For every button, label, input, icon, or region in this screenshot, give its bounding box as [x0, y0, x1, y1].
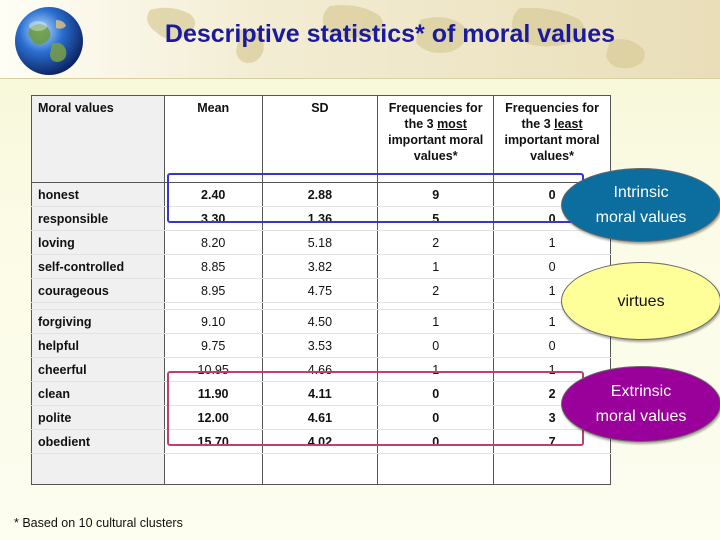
page-title: Descriptive statistics* of moral values — [164, 20, 616, 48]
cell-mean: 3.30 — [163, 206, 263, 231]
cell-value: loving — [31, 230, 165, 255]
empty-cell — [163, 453, 263, 485]
cell-sd: 4.66 — [261, 357, 379, 382]
table-row: clean 11.90 4.11 0 2 — [31, 381, 611, 406]
cell-mean: 8.95 — [163, 278, 263, 303]
cell-value: obedient — [31, 429, 165, 454]
cell-most: 9 — [377, 182, 495, 207]
gap-cell — [261, 302, 379, 310]
gap-cell — [377, 302, 495, 310]
cell-most: 0 — [377, 405, 495, 430]
header-least-important: Frequencies for the 3 least important mo… — [493, 95, 611, 183]
cell-mean: 10.95 — [163, 357, 263, 382]
header-least-pre: Frequencies for the 3 — [505, 101, 599, 131]
header-mean: Mean — [163, 95, 263, 183]
cell-value: forgiving — [31, 309, 165, 334]
cell-value: courageous — [31, 278, 165, 303]
header-sd: SD — [261, 95, 379, 183]
table-row: loving 8.20 5.18 2 1 — [31, 230, 611, 255]
cell-sd: 3.82 — [261, 254, 379, 279]
cell-sd: 5.18 — [261, 230, 379, 255]
cell-sd: 4.11 — [261, 381, 379, 406]
intrinsic-callout: Intrinsic moral values — [561, 168, 720, 242]
cell-mean: 9.75 — [163, 333, 263, 358]
table-row: cheerful 10.95 4.66 1 1 — [31, 357, 611, 382]
empty-cell — [31, 453, 165, 485]
cell-value: self-controlled — [31, 254, 165, 279]
cell-value: polite — [31, 405, 165, 430]
table-empty-row — [31, 453, 611, 485]
cell-value: honest — [31, 182, 165, 207]
cell-mean: 15.70 — [163, 429, 263, 454]
table-gap-row — [31, 302, 611, 310]
extrinsic-callout-line1: Extrinsic — [610, 383, 672, 400]
cell-sd: 4.75 — [261, 278, 379, 303]
cell-most: 0 — [377, 381, 495, 406]
virtues-callout-label: virtues — [617, 292, 665, 310]
globe-icon — [15, 7, 83, 75]
cell-mean: 2.40 — [163, 182, 263, 207]
cell-most: 1 — [377, 357, 495, 382]
world-map-background — [147, 5, 645, 69]
table-row: forgiving 9.10 4.50 1 1 — [31, 309, 611, 334]
cell-most: 1 — [377, 254, 495, 279]
table-row: courageous 8.95 4.75 2 1 — [31, 278, 611, 303]
header-least-post: important moral values* — [504, 133, 600, 163]
empty-cell — [261, 453, 379, 485]
empty-cell — [377, 453, 495, 485]
cell-mean: 9.10 — [163, 309, 263, 334]
extrinsic-callout-line2: moral values — [595, 408, 687, 425]
header-most-em: most — [437, 117, 467, 131]
footnote: * Based on 10 cultural clusters — [14, 516, 183, 530]
header-most-post: important moral values* — [388, 133, 484, 163]
cell-least: 0 — [493, 333, 611, 358]
table-row: polite 12.00 4.61 0 3 — [31, 405, 611, 430]
header-moral-values: Moral values — [31, 95, 165, 183]
extrinsic-callout: Extrinsic moral values — [561, 366, 720, 442]
cell-mean: 8.85 — [163, 254, 263, 279]
cell-mean: 8.20 — [163, 230, 263, 255]
cell-mean: 11.90 — [163, 381, 263, 406]
table-header-row: Moral values Mean SD Frequencies for the… — [31, 95, 611, 183]
cell-value: cheerful — [31, 357, 165, 382]
title-band: Descriptive statistics* of moral values — [0, 0, 720, 79]
cell-most: 0 — [377, 333, 495, 358]
table-row: obedient 15.70 4.02 0 7 — [31, 429, 611, 454]
cell-value: responsible — [31, 206, 165, 231]
intrinsic-callout-line1: Intrinsic — [613, 184, 669, 201]
cell-mean: 12.00 — [163, 405, 263, 430]
intrinsic-callout-line2: moral values — [595, 209, 687, 226]
cell-value: clean — [31, 381, 165, 406]
cell-most: 1 — [377, 309, 495, 334]
empty-cell — [493, 453, 611, 485]
cell-sd: 2.88 — [261, 182, 379, 207]
gap-cell — [31, 302, 165, 310]
cell-most: 5 — [377, 206, 495, 231]
cell-most: 0 — [377, 429, 495, 454]
cell-sd: 3.53 — [261, 333, 379, 358]
cell-most: 2 — [377, 230, 495, 255]
table-row: responsible 3.30 1.36 5 0 — [31, 206, 611, 231]
header-most-important: Frequencies for the 3 most important mor… — [377, 95, 495, 183]
cell-value: helpful — [31, 333, 165, 358]
statistics-table: Moral values Mean SD Frequencies for the… — [31, 95, 611, 485]
table-row: self-controlled 8.85 3.82 1 0 — [31, 254, 611, 279]
cell-sd: 4.02 — [261, 429, 379, 454]
cell-sd: 1.36 — [261, 206, 379, 231]
header-least-em: least — [554, 117, 583, 131]
cell-sd: 4.61 — [261, 405, 379, 430]
cell-sd: 4.50 — [261, 309, 379, 334]
table-row: helpful 9.75 3.53 0 0 — [31, 333, 611, 358]
virtues-callout: virtues — [561, 262, 720, 340]
gap-cell — [163, 302, 263, 310]
header-most-pre: Frequencies for the 3 — [388, 101, 483, 131]
table-row: honest 2.40 2.88 9 0 — [31, 182, 611, 207]
cell-most: 2 — [377, 278, 495, 303]
